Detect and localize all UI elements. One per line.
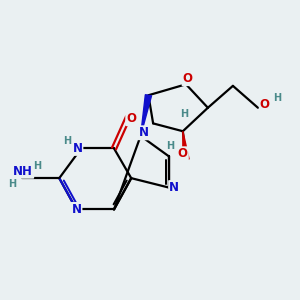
Text: N: N bbox=[169, 181, 179, 194]
Text: H: H bbox=[180, 109, 188, 119]
Polygon shape bbox=[141, 95, 152, 136]
Text: O: O bbox=[178, 147, 188, 160]
Text: H: H bbox=[166, 141, 174, 151]
Text: H: H bbox=[63, 136, 71, 146]
Text: O: O bbox=[182, 72, 193, 85]
Text: NH: NH bbox=[14, 165, 33, 178]
Text: H: H bbox=[33, 160, 41, 171]
Text: O: O bbox=[126, 112, 136, 125]
Text: H: H bbox=[273, 93, 281, 103]
Text: N: N bbox=[139, 126, 149, 139]
Text: H: H bbox=[8, 179, 16, 189]
Text: N: N bbox=[72, 142, 82, 155]
Text: N: N bbox=[71, 203, 82, 216]
Text: O: O bbox=[260, 98, 270, 111]
Polygon shape bbox=[183, 131, 189, 160]
